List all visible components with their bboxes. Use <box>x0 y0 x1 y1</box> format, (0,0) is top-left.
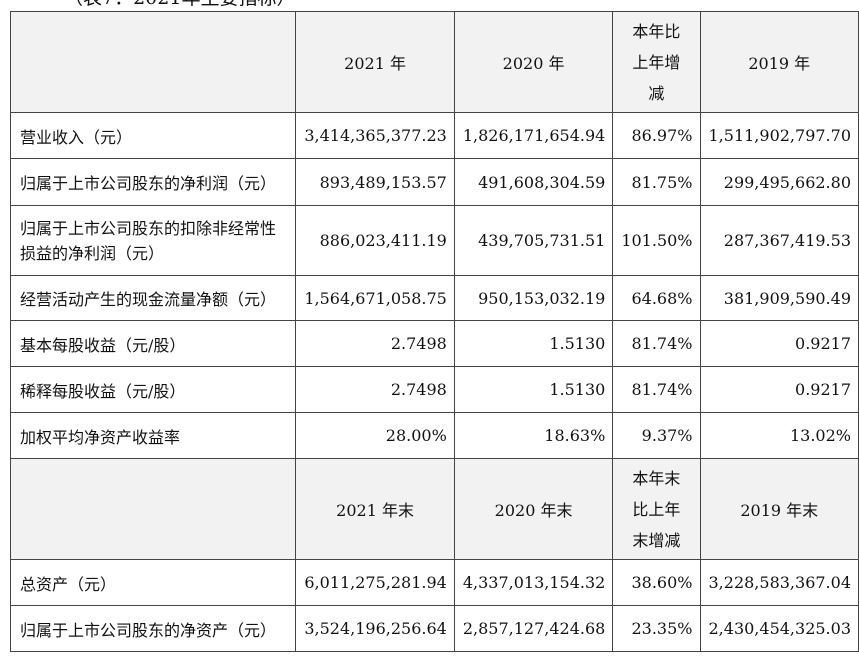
value-2020: 1.5130 <box>453 366 614 413</box>
value-2019: 299,495,662.80 <box>699 158 859 206</box>
row-label: 基本每股收益（元/股） <box>9 320 297 367</box>
value-2020: 2,857,127,424.68 <box>453 605 614 652</box>
value-2021: 1,564,671,058.75 <box>295 275 455 321</box>
table-row: 基本每股收益（元/股） 2.7498 1.5130 81.74% 0.9217 <box>9 320 859 367</box>
value-2019: 0.9217 <box>699 320 859 367</box>
value-2021: 2.7498 <box>295 320 455 367</box>
value-2019: 3,228,583,367.04 <box>699 559 859 606</box>
value-2020: 439,705,731.51 <box>453 205 614 276</box>
row-label: 归属于上市公司股东的净资产（元） <box>9 605 297 652</box>
table-row: 加权平均净资产收益率 28.00% 18.63% 9.37% 13.02% <box>9 412 859 459</box>
table-row: 营业收入（元） 3,414,365,377.23 1,826,171,654.9… <box>9 112 859 159</box>
table-row: 归属于上市公司股东的扣除非经常性损益的净利润（元） 886,023,411.19… <box>9 205 859 276</box>
header-change-end: 本年末比上年末增减 <box>612 458 701 560</box>
row-label: 总资产（元） <box>9 559 297 606</box>
value-change: 9.37% <box>612 412 701 459</box>
value-2021: 3,414,365,377.23 <box>295 112 455 159</box>
row-label: 营业收入（元） <box>9 112 297 159</box>
header-2021-end: 2021 年末 <box>295 458 455 560</box>
value-2019: 381,909,590.49 <box>699 275 859 321</box>
value-change: 38.60% <box>612 559 701 606</box>
value-2020: 950,153,032.19 <box>453 275 614 321</box>
value-2021: 6,011,275,281.94 <box>295 559 455 606</box>
table-row: 归属于上市公司股东的净资产（元） 3,524,196,256.64 2,857,… <box>9 605 859 652</box>
value-2021: 2.7498 <box>295 366 455 413</box>
value-2020: 18.63% <box>453 412 614 459</box>
value-2021: 3,524,196,256.64 <box>295 605 455 652</box>
value-change: 101.50% <box>612 205 701 276</box>
header-2019-end: 2019 年末 <box>699 458 859 560</box>
table-row: 经营活动产生的现金流量净额（元） 1,564,671,058.75 950,15… <box>9 275 859 321</box>
table-row: 归属于上市公司股东的净利润（元） 893,489,153.57 491,608,… <box>9 158 859 206</box>
table-row: 稀释每股收益（元/股） 2.7498 1.5130 81.74% 0.9217 <box>9 366 859 413</box>
value-2019: 287,367,419.53 <box>699 205 859 276</box>
financial-indicators-table: 2021 年 2020 年 本年比上年增减 2019 年 营业收入（元） 3,4… <box>9 11 859 652</box>
row-label: 归属于上市公司股东的扣除非经常性损益的净利润（元） <box>9 205 297 276</box>
value-2019: 13.02% <box>699 412 859 459</box>
table-row: 总资产（元） 6,011,275,281.94 4,337,013,154.32… <box>9 559 859 606</box>
row-label: 加权平均净资产收益率 <box>9 412 297 459</box>
value-2020: 491,608,304.59 <box>453 158 614 206</box>
header-2020: 2020 年 <box>453 11 614 113</box>
row-label: 稀释每股收益（元/股） <box>9 366 297 413</box>
value-2020: 1,826,171,654.94 <box>453 112 614 159</box>
header-2019: 2019 年 <box>699 11 859 113</box>
header-2021: 2021 年 <box>295 11 455 113</box>
value-2021: 28.00% <box>295 412 455 459</box>
header-2020-end: 2020 年末 <box>453 458 614 560</box>
income-header-row: 2021 年 2020 年 本年比上年增减 2019 年 <box>9 11 859 113</box>
header-label-cell <box>9 458 297 560</box>
header-change: 本年比上年增减 <box>612 11 701 113</box>
value-change: 86.97% <box>612 112 701 159</box>
value-2019: 2,430,454,325.03 <box>699 605 859 652</box>
value-2019: 0.9217 <box>699 366 859 413</box>
value-change: 23.35% <box>612 605 701 652</box>
value-change: 64.68% <box>612 275 701 321</box>
value-change: 81.74% <box>612 320 701 367</box>
value-2019: 1,511,902,797.70 <box>699 112 859 159</box>
value-2021: 893,489,153.57 <box>295 158 455 206</box>
balance-header-row: 2021 年末 2020 年末 本年末比上年末增减 2019 年末 <box>9 458 859 560</box>
value-change: 81.74% <box>612 366 701 413</box>
header-label-cell <box>9 11 297 113</box>
row-label: 归属于上市公司股东的净利润（元） <box>9 158 297 206</box>
value-2020: 1.5130 <box>453 320 614 367</box>
value-2021: 886,023,411.19 <box>295 205 455 276</box>
row-label: 经营活动产生的现金流量净额（元） <box>9 275 297 321</box>
value-2020: 4,337,013,154.32 <box>453 559 614 606</box>
value-change: 81.75% <box>612 158 701 206</box>
table-caption: （表7：2021年主要指标） <box>64 0 295 8</box>
